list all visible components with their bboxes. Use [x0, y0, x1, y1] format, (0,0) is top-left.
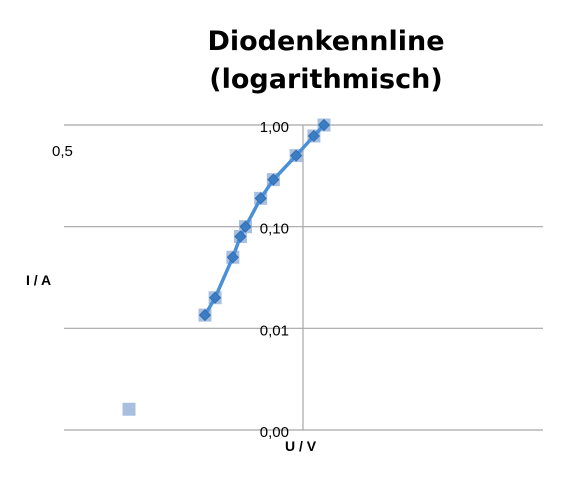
y-tick-label-0: 0,00	[260, 424, 289, 441]
diamond-point-1	[209, 291, 222, 304]
square-point-0	[122, 402, 136, 416]
y-axis-label: I / A	[26, 272, 51, 288]
series-line	[203, 123, 326, 317]
diamond-point-7	[290, 149, 303, 162]
diamond-markers	[198, 118, 331, 322]
diamond-point-3	[234, 230, 247, 243]
diamond-point-9	[317, 118, 331, 132]
y-tick-labels: 0,00 0,01 0,10 1,00	[260, 119, 289, 441]
line-series	[203, 123, 326, 317]
diamond-point-6	[267, 173, 280, 186]
y-tick-label-2: 0,10	[260, 221, 289, 238]
diamond-point-0	[198, 309, 212, 322]
chart-title-line-1: Diodenkennline	[207, 26, 444, 57]
y-tick-label-1: 0,01	[260, 322, 289, 339]
diamond-point-8	[307, 129, 320, 143]
diamond-point-5	[254, 192, 267, 205]
diamond-point-4	[239, 220, 252, 233]
diamond-point-2	[226, 251, 239, 264]
square-series	[122, 118, 331, 416]
x-axis-label: U / V	[285, 438, 317, 454]
y-tick-label-3: 1,00	[260, 119, 289, 136]
chart-title-line-2: (logarithmisch)	[209, 64, 442, 95]
side-value-label: 0,5	[52, 143, 73, 160]
